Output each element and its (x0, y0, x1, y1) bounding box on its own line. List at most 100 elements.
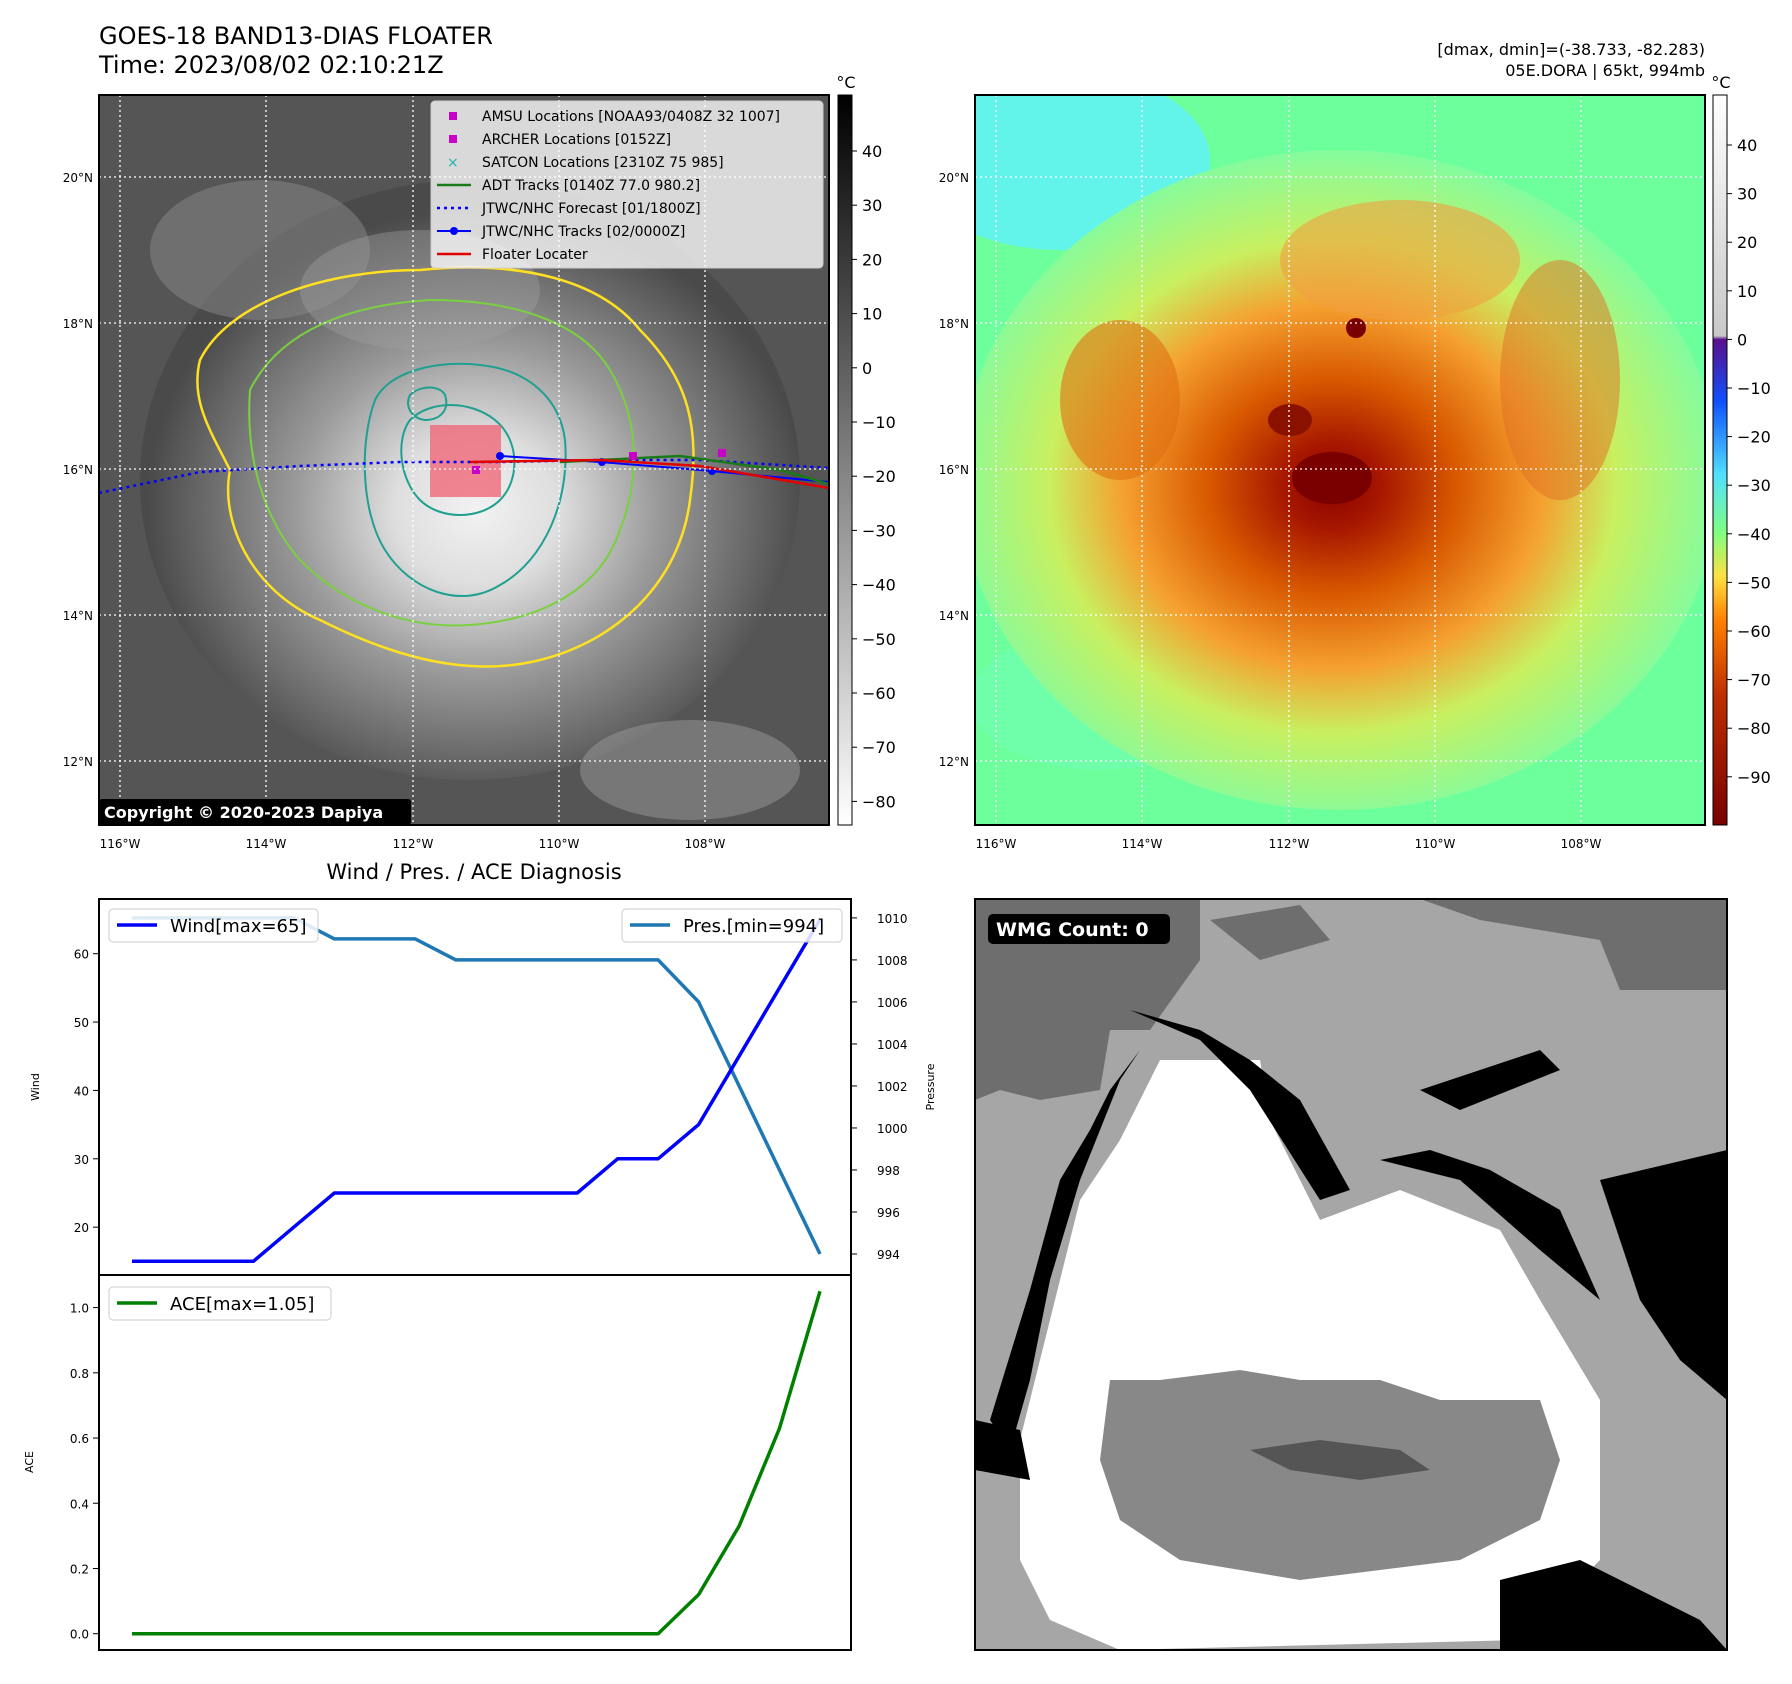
colorbar-tick-label: 40 (1737, 136, 1757, 155)
lon-label: 110°W (539, 837, 580, 851)
colorbar-tick-label: 0 (1737, 330, 1747, 349)
wind-y-tick-label: 20 (74, 1221, 89, 1235)
archer-marker (629, 452, 637, 460)
colorbar1-ticks: 40 30 20 10 0 −10 −20 −30 −40 −50 −60 −70 −80 (852, 142, 896, 811)
lat-label: 18°N (939, 317, 969, 331)
tracks-dot-icon (450, 227, 458, 235)
map1-lat-labels: 20°N 18°N 16°N 14°N 12°N (63, 171, 93, 769)
pressure-legend-box (621, 908, 843, 943)
wind-pres-axes (98, 898, 852, 1276)
legend-entry-satcon: × SATCON Locations [2310Z 75 985] (447, 155, 724, 171)
pressure-y-tick-label: 994 (877, 1248, 900, 1262)
colorbar-tick-label: 30 (862, 196, 882, 215)
wind-legend-label: Wind[max=65] (170, 916, 307, 937)
wind-series-line (132, 918, 822, 1264)
map1-gridlines (99, 95, 829, 825)
contour-teal-eye (407, 386, 448, 422)
forecast-track (99, 458, 829, 495)
colorbar-tick-label: 30 (1737, 185, 1757, 204)
lon-label: 108°W (685, 837, 726, 851)
legend-entry-floater: Floater Locater (437, 247, 588, 263)
satcon-marker-icon: × (447, 155, 459, 171)
lat-label: 16°N (939, 463, 969, 477)
colorbar-tick-label: −70 (862, 738, 896, 757)
colorbar-tick-label: −80 (862, 792, 896, 811)
colorbar-tick-label: −50 (862, 630, 896, 649)
lat-label: 12°N (939, 755, 969, 769)
colorbar-tick-label: −60 (1737, 622, 1771, 641)
copyright-text: Copyright © 2020-2023 Dapiya (104, 803, 383, 822)
contour-teal-inner (400, 404, 516, 516)
wind-y-tick-label: 60 (74, 948, 89, 962)
colorbar-tick-label: −10 (862, 413, 896, 432)
ace-axes (98, 1274, 852, 1651)
legend-entry-tracks: JTWC/NHC Tracks [02/0000Z] (437, 224, 685, 240)
pressure-axis-label: Pressure (924, 1063, 937, 1110)
map1-legend: AMSU Locations [NOAA93/0408Z 32 1007] AR… (430, 100, 824, 269)
legend-label: JTWC/NHC Tracks [02/0000Z] (481, 224, 685, 240)
pressure-y-tick-label: 1002 (877, 1080, 908, 1094)
map2-frame (974, 94, 1706, 826)
wind-y-tick-label: 30 (74, 1153, 89, 1167)
ace-y-tick-label: 0.4 (70, 1497, 89, 1511)
lon-label: 110°W (1415, 837, 1456, 851)
map1-frame (98, 94, 830, 826)
ace-legend: ACE[max=1.05] (108, 1286, 332, 1321)
legend-label: JTWC/NHC Forecast [01/1800Z] (481, 201, 701, 217)
adt-track (559, 454, 829, 486)
legend-entry-amsu: AMSU Locations [NOAA93/0408Z 32 1007] (449, 109, 780, 125)
amsu-marker (472, 466, 480, 474)
ace-axis-label: ACE (23, 1451, 36, 1473)
wind-y-tick-label: 40 (74, 1084, 89, 1098)
lon-label: 116°W (100, 837, 141, 851)
legend-entry-adt: ADT Tracks [0140Z 77.0 980.2] (437, 178, 700, 194)
legend-entry-archer: ARCHER Locations [0152Z] (449, 132, 671, 148)
colorbar-tick-label: −40 (862, 576, 896, 595)
legend-label: ARCHER Locations [0152Z] (482, 132, 671, 148)
legend-label: ADT Tracks [0140Z 77.0 980.2] (482, 178, 700, 194)
legend-label: AMSU Locations [NOAA93/0408Z 32 1007] (482, 109, 780, 125)
map2-lon-labels: 116°W 114°W 112°W 110°W 108°W (976, 837, 1602, 851)
colorbar2 (1712, 94, 1728, 826)
archer-marker-icon (449, 135, 457, 143)
lon-label: 116°W (976, 837, 1017, 851)
contour-green (248, 298, 635, 627)
figure-time: Time: 2023/08/02 02:10:21Z (98, 51, 444, 79)
eyewall-cold-top (1292, 452, 1372, 504)
wind-y-tick-label: 50 (74, 1016, 89, 1030)
colorbar1-unit: °C (836, 73, 855, 92)
lon-label: 112°W (393, 837, 434, 851)
lon-label: 114°W (1122, 837, 1163, 851)
pressure-y-tick-label: 1000 (877, 1122, 908, 1136)
ace-y-tick-label: 1.0 (70, 1302, 89, 1316)
pressure-y-tick-label: 1010 (877, 912, 908, 926)
ace-legend-box (108, 1286, 332, 1321)
map2-gridlines (975, 95, 1705, 825)
ace-y-tick-label: 0.8 (70, 1367, 89, 1381)
legend-label: SATCON Locations [2310Z 75 985] (482, 155, 724, 171)
pressure-y-tick-label: 1006 (877, 996, 908, 1010)
dmax-dmin-label: [dmax, dmin]=(-38.733, -82.283) (1437, 40, 1705, 59)
pressure-legend-label: Pres.[min=994] (683, 916, 824, 937)
colorbar2-unit: °C (1711, 73, 1730, 92)
ace-y-tick-label: 0.0 (70, 1628, 89, 1642)
lon-label: 114°W (246, 837, 287, 851)
lon-label: 112°W (1269, 837, 1310, 851)
wmg-badge (988, 914, 1170, 944)
pressure-y-tick-label: 1004 (877, 1038, 908, 1052)
colorbar1 (837, 94, 853, 826)
wmg-panel (975, 899, 1727, 1650)
wind-legend: Wind[max=65] (108, 908, 319, 943)
ace-y-tick-label: 0.2 (70, 1562, 89, 1576)
ace-y-tick-label: 0.6 (70, 1432, 89, 1446)
colorbar-tick-label: −80 (1737, 719, 1771, 738)
pressure-y-tick-label: 996 (877, 1206, 900, 1220)
floater-track (469, 458, 829, 490)
colorbar-tick-label: −70 (1737, 671, 1771, 690)
amsu-marker-icon (449, 112, 457, 120)
colorbar-tick-label: −20 (1737, 428, 1771, 447)
pressure-y-tick-label: 1008 (877, 954, 908, 968)
lat-label: 14°N (939, 609, 969, 623)
wmg-count-label: WMG Count: 0 (996, 919, 1149, 941)
